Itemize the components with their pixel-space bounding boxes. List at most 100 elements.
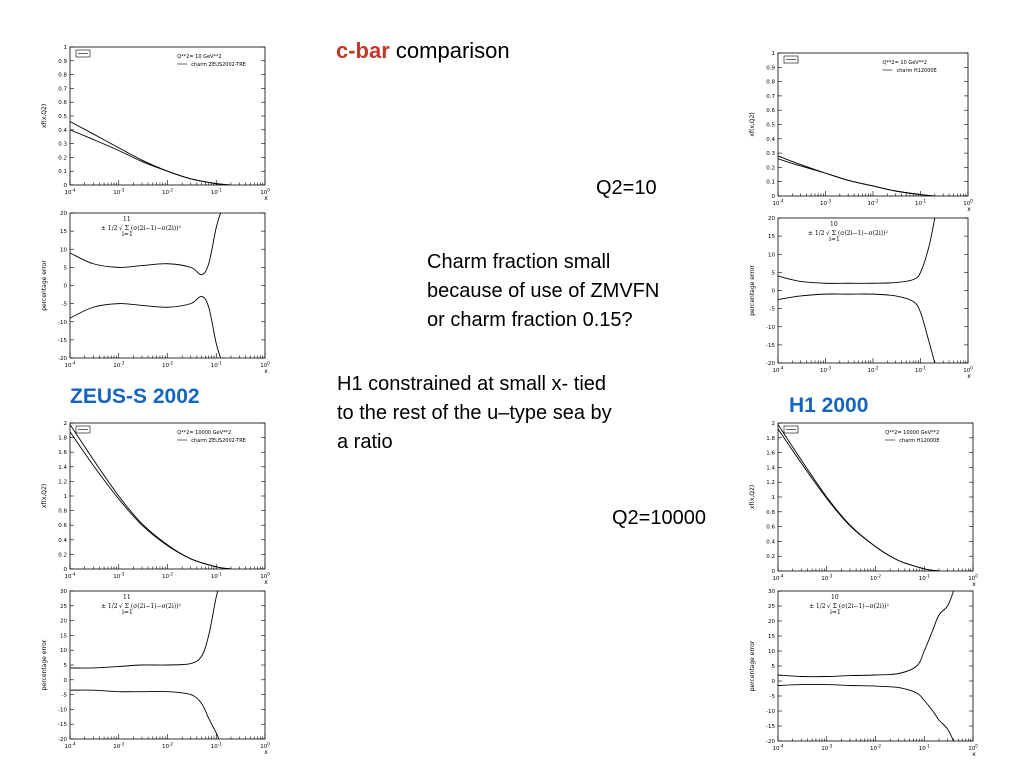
legend-line-1: Q**2= 10 GeV**2 xyxy=(883,60,927,66)
y-tick-label: 0 xyxy=(772,679,776,685)
y-axis-label: percentage error xyxy=(41,639,48,690)
series-line-2 xyxy=(778,158,935,196)
x-tick-label: 10-1 xyxy=(211,572,222,581)
h1-label: H1 2000 xyxy=(789,394,869,417)
x-tick-label: 10-2 xyxy=(162,572,173,581)
charm-note-line: because of use of ZMVFN xyxy=(427,280,660,302)
x-tick-label: 10-1 xyxy=(919,574,930,583)
y-tick-label: 15 xyxy=(768,234,775,240)
y-tick-label: -15 xyxy=(766,724,775,730)
x-tick-label: 10-2 xyxy=(868,199,879,208)
chart-h1-q10000-err: -20 -15 -10 -5 0 5 10 15 20 25 30 10-4 10-3 10-2 10-1 1… xyxy=(749,589,978,758)
legend-line-2: charm H12000E xyxy=(897,68,937,74)
y-tick-label: 0.6 xyxy=(58,100,67,106)
y-axis-label: xf(x,Q2) xyxy=(749,485,756,509)
title-accent: c-bar xyxy=(336,38,390,63)
y-tick-label: -15 xyxy=(58,338,67,344)
zeus-label: ZEUS-S 2002 xyxy=(70,385,200,408)
series-line-2 xyxy=(70,295,222,358)
y-tick-label: -5 xyxy=(770,694,776,700)
series-line-1 xyxy=(70,591,219,669)
y-tick-label: 0.8 xyxy=(766,80,775,86)
y-tick-label: 0.6 xyxy=(766,525,775,531)
y-tick-label: -10 xyxy=(766,325,775,331)
y-tick-label: 15 xyxy=(768,634,775,640)
y-tick-label: 0.4 xyxy=(58,128,67,134)
formula-body: √ Σ (σ(2i−1)−σ(2i))² xyxy=(826,230,888,237)
y-tick-label: 25 xyxy=(768,604,775,610)
y-axis-label: xf(x,Q2) xyxy=(41,104,48,128)
y-tick-label: 0.7 xyxy=(58,86,67,92)
x-tick-label: 10-3 xyxy=(113,742,124,751)
y-tick-label: -10 xyxy=(766,709,775,715)
y-tick-label: 20 xyxy=(768,619,775,625)
x-tick-label: 10-4 xyxy=(65,572,76,581)
h1-note-line: a ratio xyxy=(337,431,393,453)
y-tick-label: 1 xyxy=(64,494,68,500)
y-tick-label: 1.8 xyxy=(766,436,775,442)
x-tick-label: 10-2 xyxy=(162,742,173,751)
formula-lower-limit: i=1 xyxy=(122,231,133,238)
x-axis-label: x xyxy=(264,368,268,375)
legend-line-2: charm ZEUS2002-TRE xyxy=(191,438,246,444)
series-line-2 xyxy=(70,129,231,185)
charm-note-line: Charm fraction small xyxy=(427,251,611,273)
y-tick-label: 30 xyxy=(768,589,775,595)
x-tick-label: 10-3 xyxy=(113,361,124,370)
y-tick-label: -20 xyxy=(58,737,67,743)
x-tick-label: 10-2 xyxy=(162,361,173,370)
y-tick-label: 1.2 xyxy=(766,480,775,486)
formula-upper-limit: 11 xyxy=(123,216,131,223)
chart-zeus-q10000-pdf: 0 0.2 0.4 0.6 0.8 1 1.2 1.4 1.6 1.8 2 10-4 10-3 10-2 1… xyxy=(41,421,270,586)
y-tick-label: 0.3 xyxy=(766,151,775,157)
y-tick-label: 0.5 xyxy=(58,114,67,120)
x-tick-label: 10-3 xyxy=(820,366,831,375)
y-tick-label: -5 xyxy=(62,693,68,699)
y-tick-label: -20 xyxy=(766,361,775,367)
formula-body: √ Σ (σ(2i−1)−σ(2i))² xyxy=(119,603,181,610)
y-tick-label: -5 xyxy=(62,302,68,308)
y-tick-label: 5 xyxy=(772,664,776,670)
y-tick-label: 30 xyxy=(60,589,67,595)
series-line-1 xyxy=(778,155,935,196)
y-tick-label: 5 xyxy=(64,265,68,271)
y-tick-label: -5 xyxy=(770,307,776,313)
series-line-1 xyxy=(70,424,231,569)
y-tick-label: 15 xyxy=(60,633,67,639)
y-axis-label: percentage error xyxy=(41,260,48,311)
y-tick-label: 0 xyxy=(64,678,68,684)
legend-line-2: charm H12000E xyxy=(899,438,939,444)
y-tick-label: 20 xyxy=(60,211,67,217)
y-tick-label: 0 xyxy=(772,194,776,200)
x-axis-label: x xyxy=(967,206,971,213)
plot-frame xyxy=(777,422,974,572)
y-axis-label: percentage error xyxy=(749,640,756,691)
y-tick-label: 10 xyxy=(768,252,775,258)
y-tick-label: 25 xyxy=(60,604,67,610)
y-tick-label: 0.8 xyxy=(766,510,775,516)
y-tick-label: -15 xyxy=(766,343,775,349)
y-tick-label: 10 xyxy=(60,247,67,253)
y-tick-label: 0.9 xyxy=(58,59,67,65)
slide-title: c-bar comparison xyxy=(336,38,510,64)
series-line-2 xyxy=(778,428,939,571)
x-tick-label: 10-2 xyxy=(868,366,879,375)
y-tick-label: 0.4 xyxy=(766,539,775,545)
x-tick-label: 10-2 xyxy=(870,744,881,753)
y-tick-label: 5 xyxy=(772,270,776,276)
y-tick-label: 10 xyxy=(768,649,775,655)
y-tick-label: 0.5 xyxy=(766,123,775,129)
y-tick-label: 15 xyxy=(60,229,67,235)
formula-upper-limit: 10 xyxy=(830,221,838,228)
y-tick-label: 0.3 xyxy=(58,142,67,148)
q2-low-label: Q2=10 xyxy=(596,177,657,199)
h1-note: H1 constrained at small x- tied to the r… xyxy=(337,370,717,457)
series-line-2 xyxy=(778,684,955,741)
x-tick-label: 10-4 xyxy=(65,742,76,751)
chart-zeus-q10000-err: -20 -15 -10 -5 0 5 10 15 20 25 30 10-4 10-3 10-2 10-1 1… xyxy=(41,589,270,756)
formula-body: √ Σ (σ(2i−1)−σ(2i))² xyxy=(119,225,181,232)
x-tick-label: 10-1 xyxy=(919,744,930,753)
x-tick-label: 10-3 xyxy=(821,744,832,753)
y-tick-label: 0.8 xyxy=(58,73,67,79)
